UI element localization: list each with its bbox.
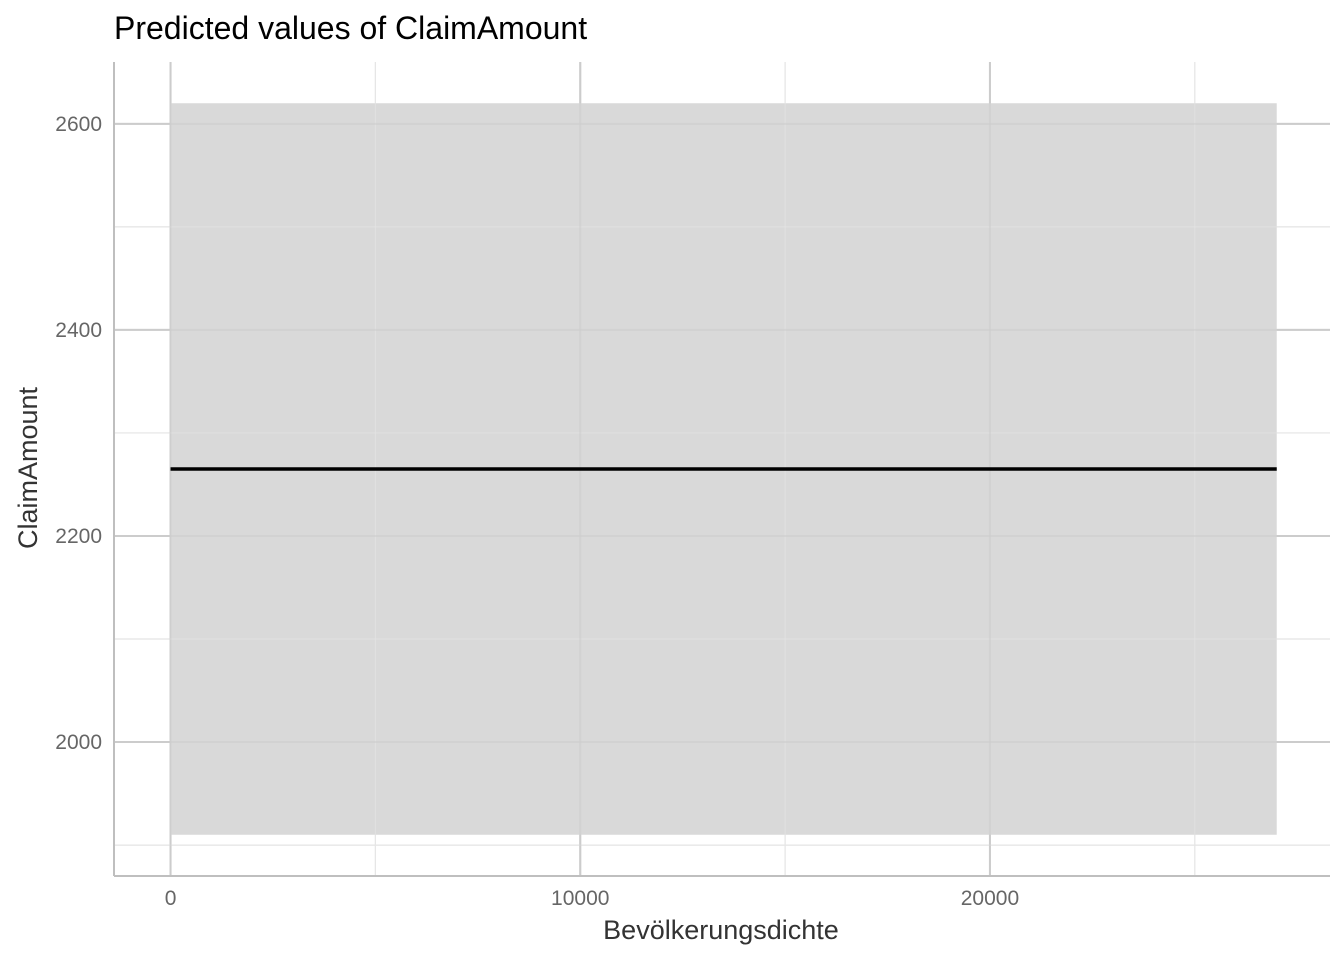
x-tick-label: 20000 — [961, 887, 1019, 910]
y-tick-label: 2000 — [55, 731, 102, 754]
chart-title: Predicted values of ClaimAmount — [114, 10, 587, 46]
axes — [113, 62, 1330, 877]
tick-labels: 0 10000 20000 2000 2200 2400 2600 — [55, 113, 1019, 910]
y-axis-title: ClaimAmount — [13, 386, 43, 549]
y-tick-label: 2200 — [55, 525, 102, 548]
x-tick-label: 0 — [165, 887, 177, 910]
y-tick-label: 2600 — [55, 113, 102, 136]
x-tick-label: 10000 — [551, 887, 609, 910]
y-tick-label: 2400 — [55, 319, 102, 342]
x-axis-title: Bevölkerungsdichte — [603, 915, 839, 945]
